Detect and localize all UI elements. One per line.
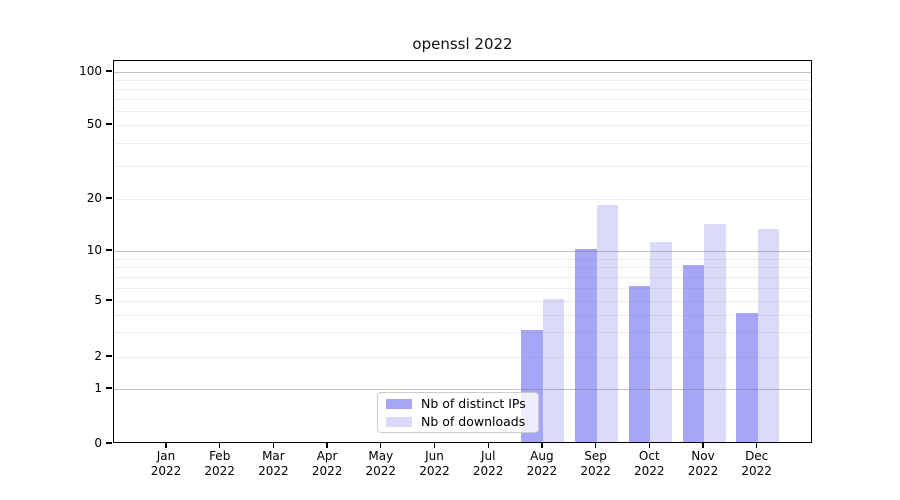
x-tick-mark xyxy=(487,443,489,448)
x-tick-mark xyxy=(594,443,597,448)
y-tick-mark xyxy=(106,249,112,251)
x-tick-label: Aug 2022 xyxy=(526,449,558,478)
bar-downloads xyxy=(596,204,619,442)
minor-gridline xyxy=(114,356,811,358)
x-tick-label: Jun 2022 xyxy=(419,449,450,478)
major-gridline xyxy=(114,71,811,73)
x-tick-mark xyxy=(648,443,650,448)
x-tick-mark xyxy=(380,443,382,448)
bar-distinct-ips xyxy=(736,312,758,442)
minor-gridline xyxy=(114,332,811,334)
x-tick-label: Dec 2022 xyxy=(741,449,772,478)
x-tick-mark xyxy=(433,443,436,448)
minor-gridline xyxy=(114,300,811,302)
y-tick-label: 0 xyxy=(94,436,102,450)
x-tick-label: Jul 2022 xyxy=(472,449,504,478)
y-tick-label: 10 xyxy=(86,243,102,257)
y-tick-label: 20 xyxy=(86,190,102,205)
x-tick-label: Feb 2022 xyxy=(204,449,235,478)
x-tick-mark xyxy=(541,443,543,448)
x-tick-mark xyxy=(219,443,221,448)
legend: Nb of distinct IPs Nb of downloads xyxy=(377,392,539,433)
legend-swatch-downloads-icon xyxy=(386,416,412,427)
y-tick-mark xyxy=(106,123,112,125)
bar-downloads xyxy=(542,299,565,442)
x-tick-label: Sep 2022 xyxy=(580,449,611,478)
y-tick-label: 100 xyxy=(79,63,102,78)
plot-area xyxy=(113,60,812,443)
y-tick-label: 50 xyxy=(86,116,102,131)
y-tick-mark xyxy=(106,197,112,199)
minor-gridline xyxy=(114,99,811,101)
minor-gridline xyxy=(114,314,811,316)
legend-label-downloads: Nb of downloads xyxy=(421,414,526,429)
y-tick-mark xyxy=(106,387,112,389)
x-tick-label: Apr 2022 xyxy=(311,449,343,478)
minor-gridline xyxy=(114,198,811,200)
x-tick-label: Nov 2022 xyxy=(687,449,719,478)
bar-downloads xyxy=(757,229,780,442)
minor-gridline xyxy=(114,276,811,278)
x-tick-mark xyxy=(756,443,758,448)
major-gridline xyxy=(114,251,811,252)
x-tick-mark xyxy=(272,443,275,448)
x-tick-label: Jan 2022 xyxy=(150,449,182,478)
minor-gridline xyxy=(114,111,811,113)
bar-distinct-ips xyxy=(682,265,704,442)
major-gridline xyxy=(114,389,811,390)
bar-downloads xyxy=(704,223,726,442)
minor-gridline xyxy=(114,166,811,168)
x-tick-label: Oct 2022 xyxy=(634,449,665,478)
minor-gridline xyxy=(114,267,811,269)
y-tick-mark xyxy=(106,355,112,357)
x-tick-label: May 2022 xyxy=(365,449,397,478)
bar-downloads xyxy=(650,241,672,442)
minor-gridline xyxy=(114,80,811,82)
y-tick-label: 1 xyxy=(94,381,102,395)
minor-gridline xyxy=(114,143,811,145)
x-tick-mark xyxy=(165,443,167,448)
y-tick-mark xyxy=(106,70,112,72)
y-tick-mark xyxy=(106,442,112,444)
legend-swatch-distinct-ips-icon xyxy=(386,398,412,409)
minor-gridline xyxy=(114,89,811,91)
legend-label-distinct-ips: Nb of distinct IPs xyxy=(421,396,526,411)
y-tick-mark xyxy=(106,299,112,301)
y-tick-label: 2 xyxy=(94,348,102,363)
chart-title: openssl 2022 xyxy=(412,35,513,53)
legend-item-downloads: Nb of downloads xyxy=(386,414,530,429)
minor-gridline xyxy=(114,287,811,289)
x-tick-label: Mar 2022 xyxy=(258,449,289,478)
minor-gridline xyxy=(114,258,811,260)
x-tick-mark xyxy=(702,443,704,448)
legend-item-distinct-ips: Nb of distinct IPs xyxy=(386,396,530,411)
x-tick-mark xyxy=(326,443,328,448)
bar-distinct-ips xyxy=(575,249,597,442)
minor-gridline xyxy=(114,124,811,126)
bar-distinct-ips xyxy=(628,285,651,442)
y-tick-label: 5 xyxy=(94,292,102,307)
